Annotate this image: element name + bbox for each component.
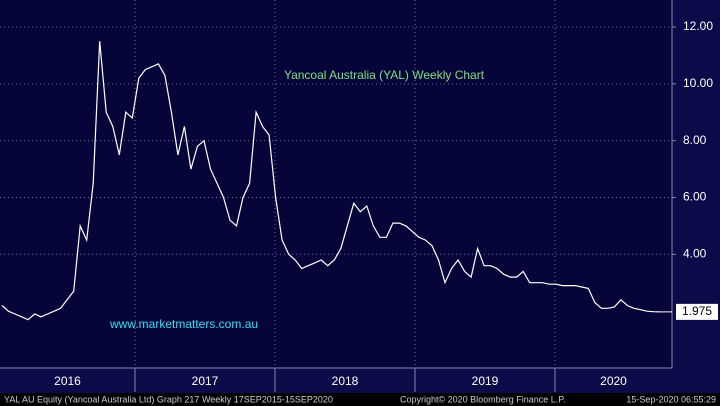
y-tick-label: 10.00	[683, 76, 713, 90]
footer-right: 15-Sep-2020 06:55:29	[626, 394, 716, 404]
x-tick-label: 2018	[332, 374, 359, 388]
footer-left: YAL AU Equity (Yancoal Australia Ltd) Gr…	[4, 394, 333, 404]
footer-center: Copyright© 2020 Bloomberg Finance L.P.	[400, 394, 566, 404]
watermark: www.marketmatters.com.au	[109, 317, 258, 331]
x-tick-label: 2020	[600, 374, 627, 388]
y-tick-label: 6.00	[683, 190, 707, 204]
y-tick-label: 12.00	[683, 19, 713, 33]
price-line	[1, 41, 661, 321]
footer-bar	[0, 393, 720, 406]
chart-title: Yancoal Australia (YAL) Weekly Chart	[284, 68, 485, 82]
y-tick-label: 4.00	[683, 247, 707, 261]
x-tick-label: 2016	[54, 374, 81, 388]
plot-area	[0, 0, 672, 368]
y-tick-label: 8.00	[683, 133, 707, 147]
x-tick-label: 2019	[472, 374, 499, 388]
last-price-box	[676, 303, 718, 320]
last-price-label: 1.975	[682, 304, 712, 318]
x-tick-label: 2017	[192, 374, 219, 388]
